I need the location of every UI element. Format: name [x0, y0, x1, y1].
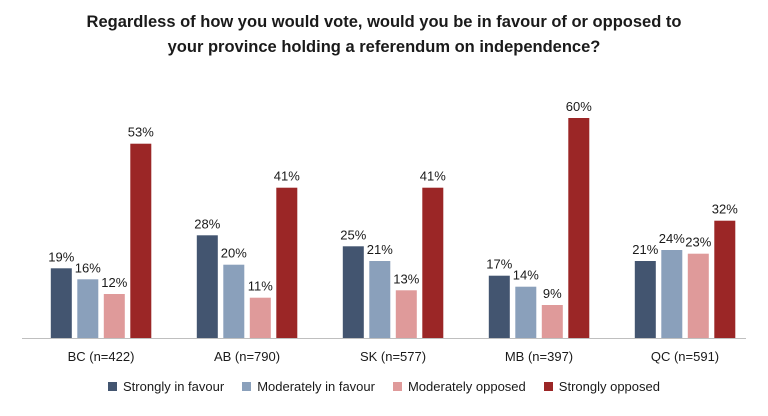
legend-item-moderately-in-favour: Moderately in favour: [242, 379, 375, 394]
data-label: 11%: [248, 279, 273, 294]
chart-title-line2: your province holding a referendum on in…: [167, 38, 601, 56]
data-label: 28%: [194, 216, 220, 231]
legend-label: Moderately opposed: [407, 379, 526, 394]
bar: [568, 118, 590, 338]
bar: [369, 261, 391, 338]
data-label: 60%: [566, 99, 592, 114]
data-label: 16%: [75, 260, 101, 275]
legend-label: Moderately in favour: [257, 379, 375, 394]
x-tick-label: QC (n=591): [651, 349, 719, 364]
data-label: 19%: [48, 249, 74, 264]
legend-label: Strongly in favour: [123, 379, 225, 394]
chart-legend: Strongly in favour Moderately in favour …: [0, 379, 768, 394]
bar: [634, 261, 656, 338]
legend-swatch: [543, 382, 553, 391]
bar: [276, 187, 298, 338]
bar: [714, 220, 736, 338]
legend-item-strongly-in-favour: Strongly in favour: [108, 379, 224, 394]
data-label: 41%: [274, 169, 300, 184]
x-tick-label: SK (n=577): [360, 349, 426, 364]
legend-label: Strongly opposed: [558, 379, 660, 394]
data-label: 53%: [128, 125, 154, 140]
data-label: 21%: [632, 242, 658, 257]
data-label: 41%: [420, 169, 446, 184]
bar: [488, 275, 510, 338]
bar: [515, 286, 537, 338]
bar: [223, 264, 245, 338]
legend-swatch: [108, 382, 118, 391]
x-tick-label: BC (n=422): [68, 349, 135, 364]
bar: [541, 305, 563, 338]
bar: [103, 294, 125, 338]
bar: [422, 187, 444, 338]
bar: [130, 143, 152, 338]
bar: [687, 253, 709, 338]
bar: [50, 268, 72, 338]
bar: [249, 297, 271, 338]
data-label: 9%: [543, 286, 562, 301]
data-label: 13%: [393, 271, 419, 286]
bar: [342, 246, 364, 338]
x-tick-label: AB (n=790): [214, 349, 280, 364]
legend-item-strongly-opposed: Strongly opposed: [543, 379, 660, 394]
data-label: 32%: [712, 202, 738, 217]
data-label: 25%: [340, 227, 366, 242]
bar: [661, 250, 683, 338]
data-label: 21%: [367, 242, 393, 257]
legend-swatch: [392, 382, 402, 391]
data-label: 23%: [685, 235, 711, 250]
data-label: 12%: [101, 275, 127, 290]
bar: [77, 279, 99, 338]
chart-title-line1: Regardless of how you would vote, would …: [86, 13, 682, 31]
bar: [196, 235, 218, 338]
data-label: 24%: [659, 231, 685, 246]
data-label: 17%: [486, 257, 512, 272]
x-tick-label: MB (n=397): [505, 349, 573, 364]
data-label: 20%: [221, 246, 247, 261]
bar: [395, 290, 417, 338]
chart-title: Regardless of how you would vote, would …: [40, 10, 728, 60]
legend-item-moderately-opposed: Moderately opposed: [392, 379, 526, 394]
data-label: 14%: [513, 268, 539, 283]
legend-swatch: [242, 382, 252, 391]
